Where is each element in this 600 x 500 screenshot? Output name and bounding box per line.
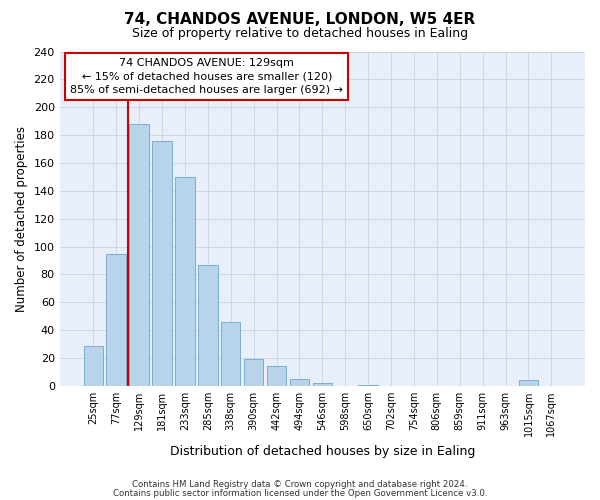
Text: Contains public sector information licensed under the Open Government Licence v3: Contains public sector information licen… [113, 488, 487, 498]
Bar [290, 379, 309, 386]
Bar [244, 360, 263, 386]
Bar [519, 380, 538, 386]
X-axis label: Distribution of detached houses by size in Ealing: Distribution of detached houses by size … [170, 444, 475, 458]
Text: Size of property relative to detached houses in Ealing: Size of property relative to detached ho… [132, 28, 468, 40]
Bar [198, 264, 218, 386]
Bar [313, 383, 332, 386]
Text: Contains HM Land Registry data © Crown copyright and database right 2024.: Contains HM Land Registry data © Crown c… [132, 480, 468, 489]
Bar [130, 124, 149, 386]
Bar [221, 322, 241, 386]
Text: 74, CHANDOS AVENUE, LONDON, W5 4ER: 74, CHANDOS AVENUE, LONDON, W5 4ER [124, 12, 476, 28]
Bar [106, 254, 126, 386]
Bar [83, 346, 103, 386]
Bar [152, 140, 172, 386]
Text: 74 CHANDOS AVENUE: 129sqm
← 15% of detached houses are smaller (120)
85% of semi: 74 CHANDOS AVENUE: 129sqm ← 15% of detac… [70, 58, 343, 94]
Y-axis label: Number of detached properties: Number of detached properties [15, 126, 28, 312]
Bar [175, 177, 194, 386]
Bar [358, 384, 378, 386]
Bar [267, 366, 286, 386]
